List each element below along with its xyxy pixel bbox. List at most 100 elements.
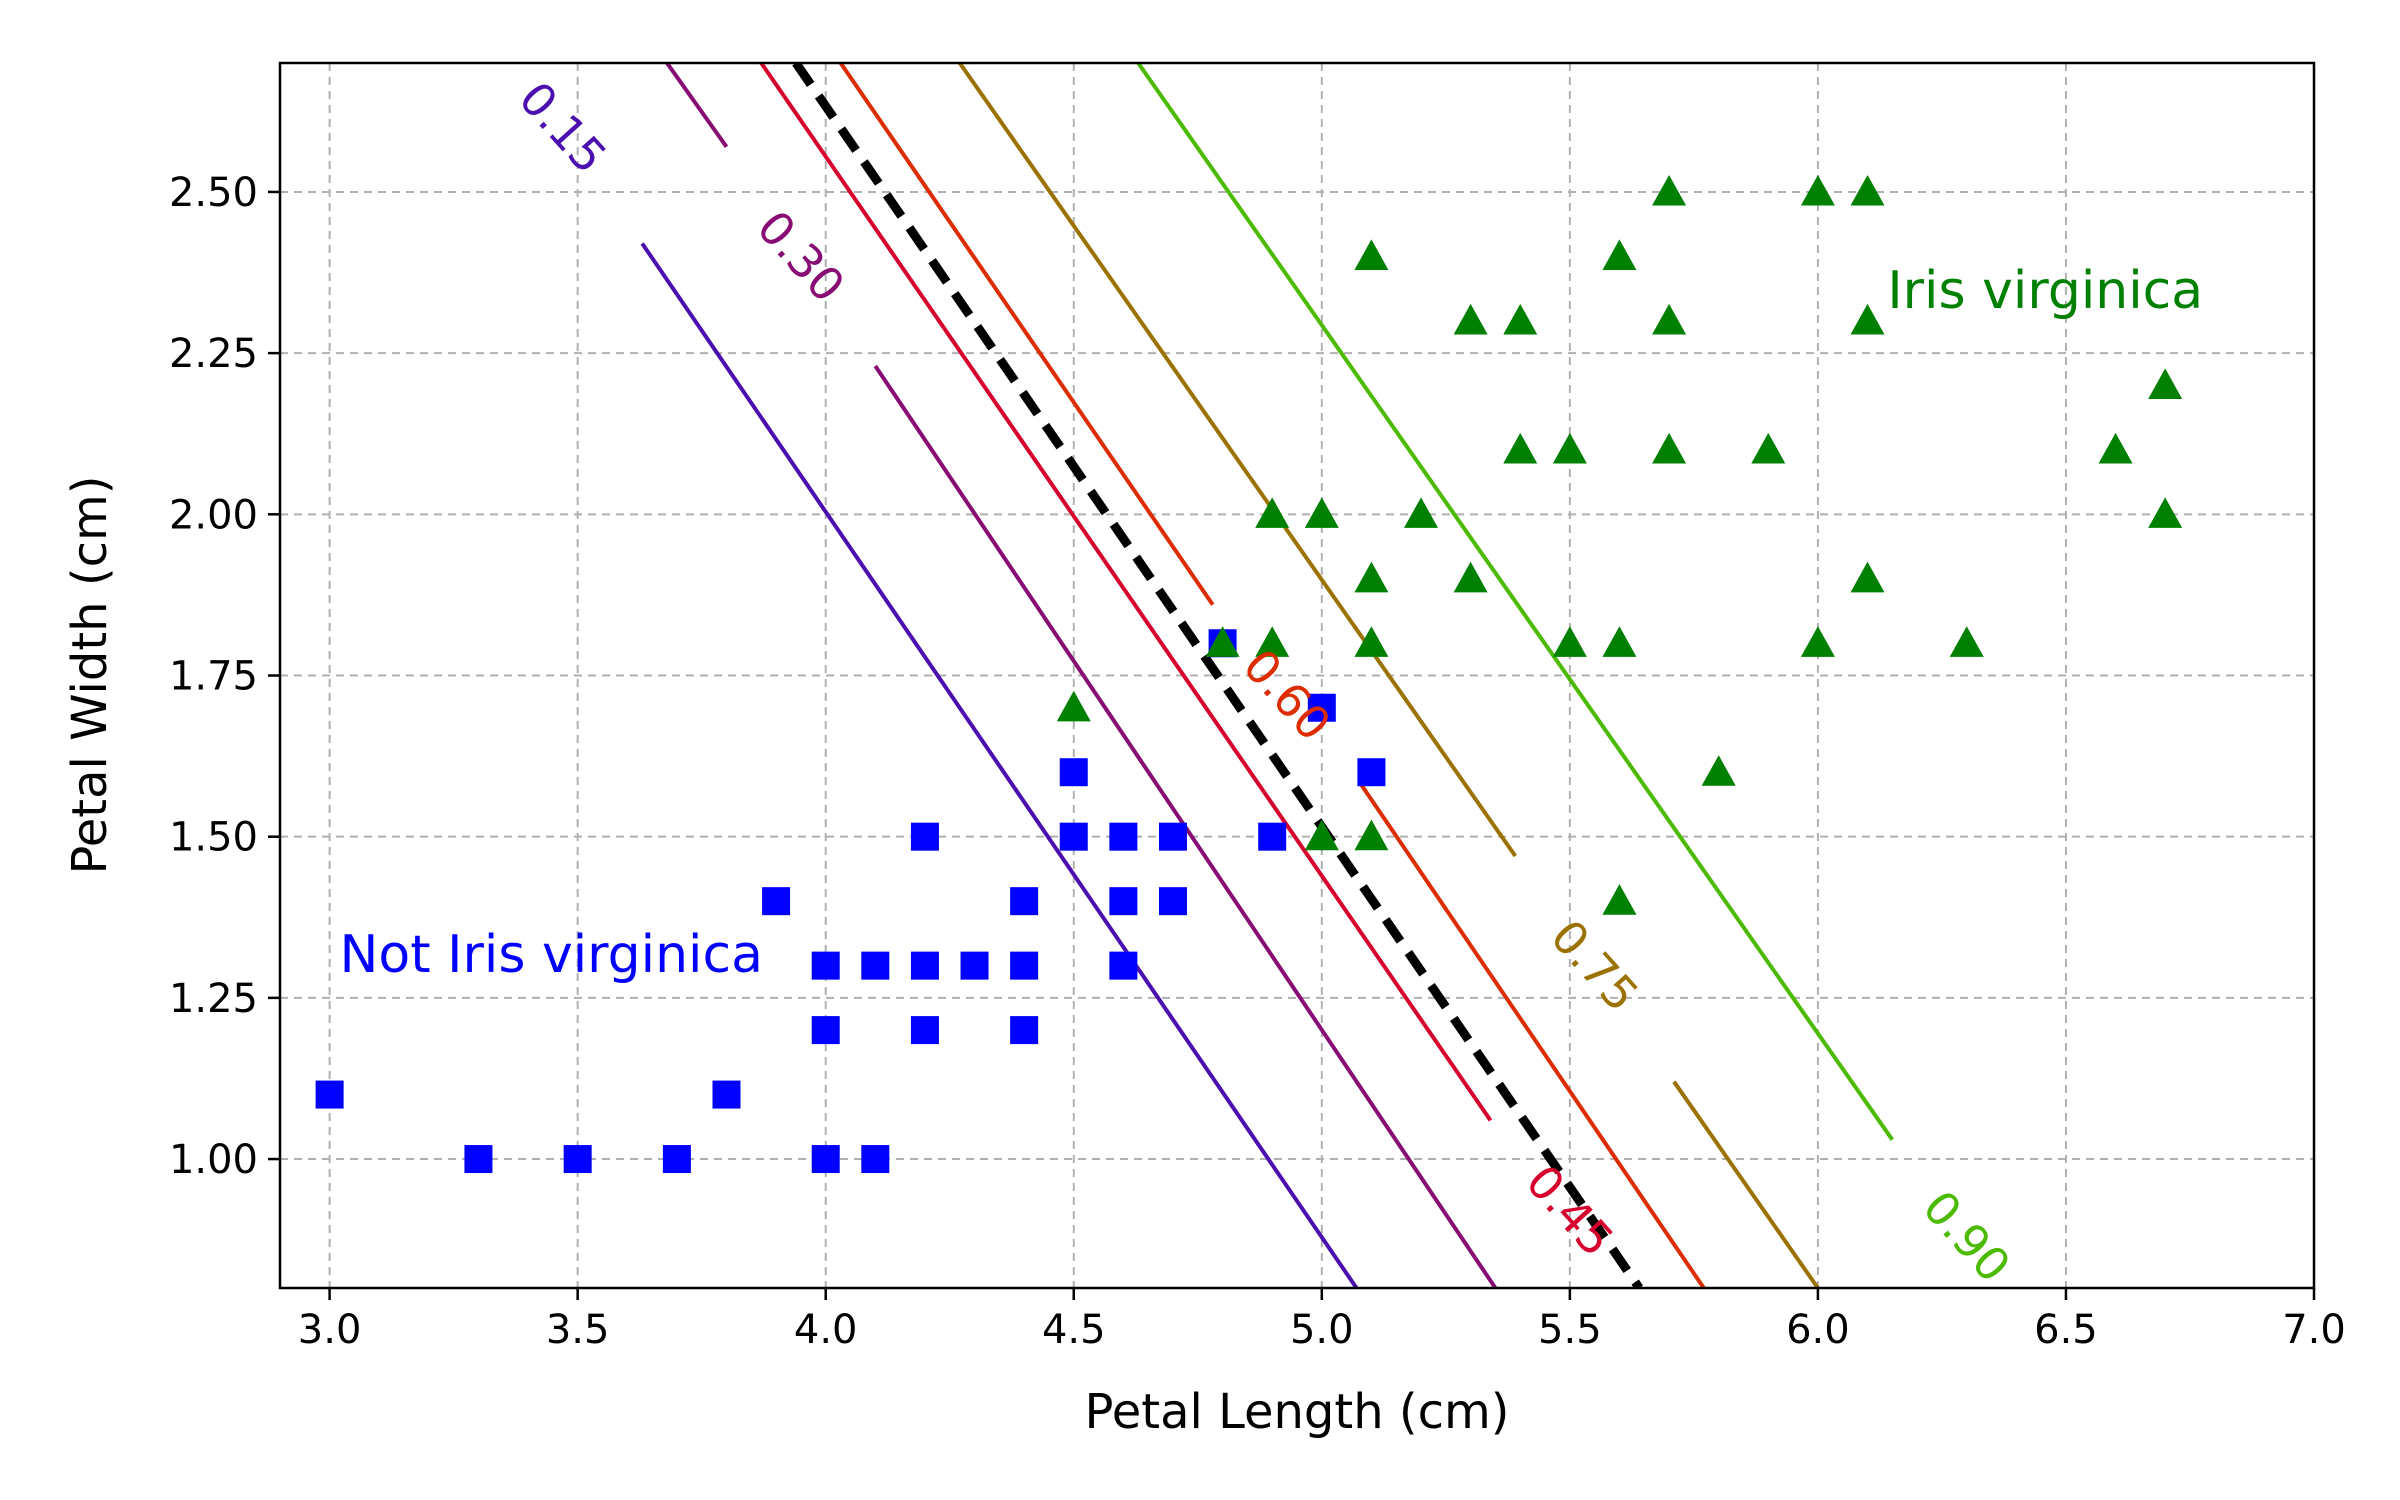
triangle-point: [1800, 174, 1835, 206]
triangle-point: [1304, 497, 1339, 528]
triangle-point: [1453, 303, 1488, 335]
y-tick-label: 2.25: [169, 331, 258, 377]
x-axis-title: Petal Length (cm): [1084, 1384, 1509, 1440]
triangle-point: [1255, 626, 1290, 657]
square-point: [1059, 822, 1088, 851]
x-tick-label: 3.0: [298, 1307, 362, 1353]
y-tick-label: 1.00: [169, 1137, 258, 1183]
x-tick-label: 4.5: [1042, 1307, 1106, 1353]
triangle-point: [1850, 561, 1885, 593]
contour-line-0-75: [958, 63, 1517, 858]
triangle-point: [1304, 819, 1339, 851]
square-point: [1059, 758, 1088, 787]
triangle-point: [1404, 497, 1439, 528]
square-point: [315, 1080, 344, 1109]
square-point: [861, 951, 890, 980]
triangle-point: [1503, 303, 1538, 335]
square-point: [1010, 951, 1039, 980]
triangle-point: [1751, 432, 1786, 464]
triangle-point: [1354, 561, 1389, 593]
square-point: [1010, 887, 1039, 916]
triangle-point: [1850, 174, 1885, 206]
x-tick-label: 6.5: [2034, 1307, 2098, 1353]
square-point: [1109, 887, 1138, 916]
x-tick-label: 5.5: [1538, 1307, 1602, 1353]
square-point: [910, 1016, 939, 1045]
y-tick-label: 2.50: [169, 170, 258, 216]
triangle-point: [1652, 432, 1687, 464]
triangle-point: [1652, 174, 1687, 206]
square-point: [910, 951, 939, 980]
class-label: Iris virginica: [1887, 261, 2203, 321]
square-point: [1158, 822, 1187, 851]
square-point: [1010, 1016, 1039, 1045]
axis-ticks: 3.0 3.5 4.0 4.5 5.0 5.5 6.0 6.5 7.0 1.00 1.25 1.50 1…: [169, 170, 2346, 1353]
square-point: [762, 887, 791, 916]
triangle-point: [1552, 432, 1587, 464]
triangle-point: [1552, 626, 1587, 657]
contour-line-0-75: [1672, 1080, 1820, 1288]
contour-line-0-60: [1359, 783, 1706, 1288]
contour-line-0-90: [1136, 63, 1894, 1141]
probability-contours: [640, 63, 1894, 1288]
contour-label-0-90: 0.90: [1912, 1180, 2021, 1292]
triangle-point: [1503, 432, 1538, 464]
square-point: [811, 1016, 840, 1045]
grid-lines: [280, 63, 2315, 1288]
square-point: [1307, 693, 1336, 722]
contour-line-0-45: [759, 63, 1493, 1122]
triangle-point: [1800, 626, 1835, 657]
x-tick-label: 7.0: [2282, 1307, 2346, 1353]
contour-line-0-15: [640, 242, 1359, 1288]
contour-label-0-15: 0.15: [508, 71, 617, 183]
y-tick-label: 1.25: [169, 976, 258, 1022]
square-point: [1258, 822, 1287, 851]
triangle-point: [1949, 626, 1984, 657]
square-point: [811, 951, 840, 980]
x-tick-label: 4.0: [794, 1307, 858, 1353]
square-point: [811, 1145, 840, 1174]
square-point: [861, 1145, 890, 1174]
contour-line-0-60: [838, 63, 1215, 606]
y-tick-label: 1.50: [169, 815, 258, 861]
triangle-point: [1701, 755, 1736, 786]
class-annotations: Not Iris virginica Iris virginica: [340, 261, 2204, 985]
triangle-point: [1602, 239, 1637, 271]
triangle-point: [2148, 497, 2183, 528]
square-point: [1357, 758, 1386, 787]
triangle-point: [2098, 432, 2133, 464]
y-axis-title: Petal Width (cm): [62, 476, 118, 875]
decision-boundary: [792, 63, 1644, 1288]
decision-boundary-line: [792, 63, 1644, 1288]
x-tick-label: 3.5: [546, 1307, 610, 1353]
square-point: [960, 951, 989, 980]
triangle-point: [1255, 497, 1290, 528]
class-label: Not Iris virginica: [340, 925, 763, 985]
square-point: [464, 1145, 493, 1174]
square-point: [1109, 822, 1138, 851]
triangle-point: [1453, 561, 1488, 593]
contour-labels: 0.150.300.450.600.750.90: [508, 71, 2021, 1292]
contour-label-0-30: 0.30: [747, 200, 856, 312]
triangle-point: [1354, 239, 1389, 271]
triangle-point: [2148, 368, 2183, 399]
square-point: [712, 1080, 741, 1109]
square-point: [910, 822, 939, 851]
y-tick-label: 2.00: [169, 492, 258, 538]
triangle-point: [1354, 626, 1389, 657]
triangle-point: [1602, 884, 1637, 915]
contour-label-0-75: 0.75: [1540, 910, 1649, 1022]
contour-line-0-30: [665, 63, 729, 148]
triangle-point: [1652, 303, 1687, 335]
contour-label-0-45: 0.45: [1516, 1155, 1625, 1267]
triangle-point: [1205, 626, 1240, 657]
square-point: [1158, 887, 1187, 916]
triangle-point: [1850, 303, 1885, 335]
triangle-point: [1056, 690, 1091, 722]
data-points: [315, 174, 2183, 1174]
square-point: [563, 1145, 592, 1174]
square-point: [662, 1145, 691, 1174]
triangle-point: [1602, 626, 1637, 657]
triangle-point: [1354, 819, 1389, 851]
